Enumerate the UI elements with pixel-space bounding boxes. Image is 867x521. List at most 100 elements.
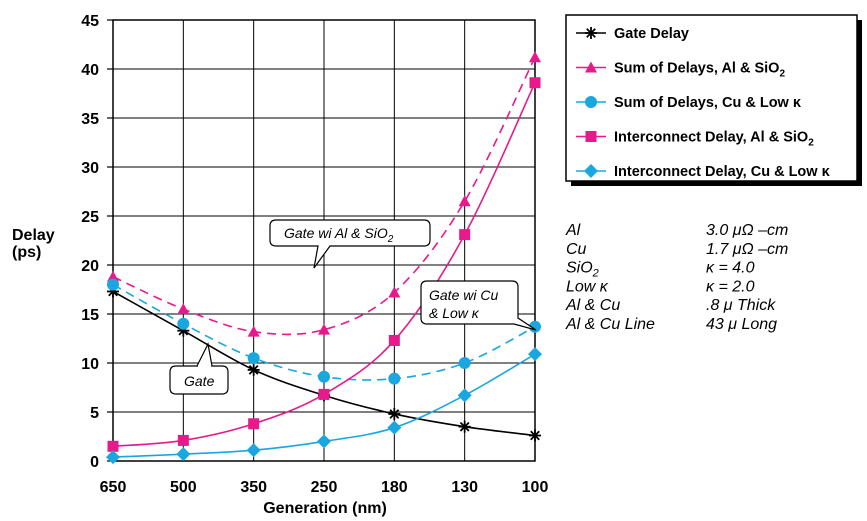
material-value: κ = 2.0 — [706, 278, 755, 295]
data-point-s1-0 — [107, 270, 119, 282]
material-value: .8 μ Thick — [706, 297, 776, 314]
series-markers — [106, 51, 542, 465]
data-point-s2-4 — [388, 372, 401, 385]
data-point-s4-6 — [528, 347, 542, 362]
data-point-s1-1 — [177, 303, 190, 315]
legend-item: Sum of Delays, Cu & Low κ — [576, 95, 802, 111]
legend-label: Interconnect Delay, Al & SiO2 — [614, 130, 814, 149]
legend-marker — [584, 164, 598, 178]
x-tick-label: 250 — [311, 479, 338, 496]
data-point-s0-5 — [458, 420, 471, 433]
legend-label: Sum of Delays, Cu & Low κ — [614, 95, 802, 111]
materials-row: Al 3.0 μΩ –cm — [565, 222, 788, 239]
data-point-s2-2 — [247, 352, 260, 365]
data-point-s3-0 — [107, 440, 119, 452]
y-tick-label: 15 — [81, 307, 99, 324]
callout-gate-al-sio2-sub: 2 — [387, 234, 394, 245]
material-value: 3.0 μΩ –cm — [706, 222, 788, 239]
legend-marker — [585, 131, 597, 142]
data-point-s2-6 — [529, 320, 541, 333]
data-point-s0-6 — [529, 429, 541, 442]
materials-row: Cu 1.7 μΩ –cm — [566, 241, 788, 258]
legend-item: Sum of Delays, Al & SiO2 — [576, 61, 785, 80]
data-point-s1-4 — [388, 286, 401, 298]
y-tick-label: 40 — [81, 62, 99, 79]
callout-gate-text: Gate — [184, 373, 215, 389]
y-tick-label: 45 — [81, 13, 99, 30]
y-tick-labels: 0 5 10 15 20 25 30 35 40 45 — [81, 13, 113, 471]
legend-marker — [585, 27, 597, 39]
y-tick-label: 30 — [81, 160, 99, 177]
plot-area-frame — [112, 19, 536, 462]
material-value: 1.7 μΩ –cm — [706, 241, 788, 258]
material-value: 43 μ Long — [706, 316, 777, 333]
legend-label: Interconnect Delay, Cu & Low κ — [614, 164, 831, 180]
data-point-s4-3 — [317, 434, 331, 449]
legend-marker — [585, 96, 597, 108]
data-point-s2-1 — [177, 317, 190, 330]
data-point-s0-4 — [388, 407, 401, 420]
data-point-s1-5 — [458, 195, 471, 207]
callout-gate-al-sio2-text: Gate wi Al & SiO — [284, 225, 388, 241]
data-point-s3-1 — [177, 434, 189, 446]
x-tick-label: 100 — [522, 479, 549, 496]
material-label: Al & Cu — [565, 297, 620, 314]
x-tick-label: 180 — [381, 479, 408, 496]
materials-row: Al & Cu .8 μ Thick — [565, 297, 776, 314]
materials-row: SiO2 κ = 4.0 — [566, 260, 755, 280]
data-point-s4-0 — [106, 450, 120, 465]
callout-gate-cu-lowk: Gate wi Cu & Low κ — [420, 280, 537, 331]
x-tick-label: 350 — [240, 479, 267, 496]
materials-row: Al & Cu Line 43 μ Long — [565, 316, 777, 333]
material-label: SiO2 — [566, 260, 599, 280]
material-label: Al & Cu Line — [565, 316, 655, 333]
data-point-s2-3 — [318, 370, 330, 383]
legend-label: Gate Delay — [614, 26, 689, 42]
x-tick-label: 650 — [100, 479, 127, 496]
material-label: Cu — [566, 241, 587, 258]
x-axis-title: Generation (nm) — [263, 500, 387, 517]
data-point-s1-2 — [247, 325, 260, 337]
legend-item: Interconnect Delay, Cu & Low κ — [576, 164, 831, 180]
y-tick-label: 35 — [81, 111, 99, 128]
data-point-s2-0 — [107, 278, 119, 291]
data-point-s3-6 — [529, 77, 541, 89]
data-point-s4-5 — [457, 388, 472, 403]
material-label: Low κ — [566, 278, 609, 295]
data-point-s1-3 — [318, 323, 330, 335]
y-tick-label: 20 — [81, 258, 99, 275]
y-tick-label: 5 — [90, 405, 99, 422]
data-point-s4-4 — [387, 420, 402, 435]
data-point-s2-5 — [458, 357, 471, 369]
data-point-s1-6 — [529, 51, 541, 63]
legend-label: Sum of Delays, Al & SiO2 — [614, 61, 785, 80]
x-tick-labels: 650 500 350 250 180 130 100 — [100, 479, 549, 496]
material-value: κ = 4.0 — [706, 260, 755, 277]
data-point-s3-5 — [459, 229, 471, 241]
data-point-s0-2 — [247, 363, 260, 376]
legend-item: Interconnect Delay, Al & SiO2 — [576, 130, 814, 149]
data-point-s3-4 — [388, 334, 400, 346]
y-tick-label: 10 — [81, 356, 99, 373]
legend-item: Gate Delay — [576, 26, 689, 42]
data-point-s3-2 — [248, 418, 260, 430]
data-point-s4-1 — [176, 447, 191, 462]
callout-gate-cu-lowk-line1: Gate wi Cu — [429, 287, 498, 303]
callout-gate-al-sio2: Gate wi Al & SiO2 — [269, 219, 431, 269]
y-axis-title-line1: Delay — [12, 227, 55, 244]
y-axis-title-line2: (ps) — [12, 244, 41, 261]
materials-row: Low κ κ = 2.0 — [566, 278, 755, 295]
callout-gate: Gate — [169, 342, 229, 395]
callout-gate-cu-lowk-line2: & Low κ — [429, 305, 480, 321]
material-label: Al — [565, 222, 581, 239]
y-tick-label: 0 — [90, 454, 99, 471]
x-tick-label: 500 — [170, 479, 197, 496]
data-point-s4-2 — [246, 443, 261, 458]
legend: Gate Delay Sum of Delays, Al & SiO2 Sum of… — [565, 14, 862, 186]
legend-box — [565, 14, 858, 182]
x-tick-label: 130 — [451, 479, 478, 496]
data-point-s3-3 — [318, 388, 330, 400]
legend-marker — [585, 61, 597, 73]
